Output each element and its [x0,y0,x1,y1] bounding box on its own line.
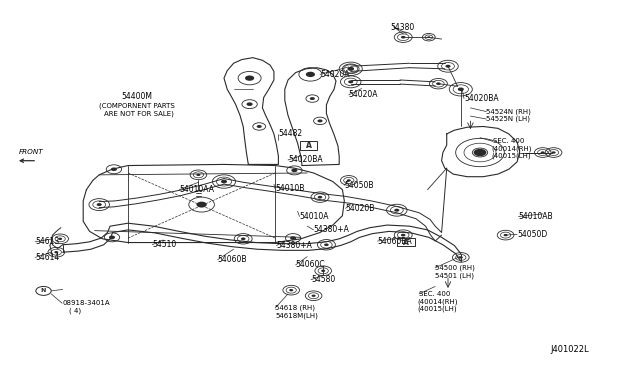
Text: 54020A: 54020A [320,70,349,79]
Text: J401022L: J401022L [550,345,589,354]
Text: 54613: 54613 [35,237,60,246]
Text: 54010AA: 54010AA [179,185,214,194]
Text: 54010AB: 54010AB [518,212,553,221]
Circle shape [54,251,58,253]
Text: 08918-3401A: 08918-3401A [62,300,109,306]
Circle shape [290,236,296,240]
Text: 54618 (RH): 54618 (RH) [275,305,315,311]
Circle shape [445,65,451,68]
Text: 54500 (RH): 54500 (RH) [435,264,475,271]
Text: 54380+A: 54380+A [314,225,349,234]
Text: (40014(RH): (40014(RH) [492,145,532,152]
Text: 54050B: 54050B [344,181,374,190]
Circle shape [541,151,545,154]
Circle shape [289,289,293,291]
Circle shape [221,180,227,183]
Text: ( 4): ( 4) [69,307,81,314]
Circle shape [109,235,115,239]
Text: 54020A: 54020A [349,90,378,99]
Circle shape [246,102,253,106]
Text: 54380+A: 54380+A [276,241,312,250]
Circle shape [291,169,298,172]
Circle shape [257,125,262,128]
Text: N: N [41,288,46,294]
Circle shape [196,174,200,176]
Text: 54050D: 54050D [517,230,547,239]
Text: 54510: 54510 [152,240,177,249]
Circle shape [317,119,323,122]
Text: 54060BA: 54060BA [378,237,412,246]
Circle shape [552,151,556,154]
Text: 54524N (RH): 54524N (RH) [486,108,531,115]
Circle shape [347,179,351,182]
Text: ARE NOT FOR SALE): ARE NOT FOR SALE) [104,110,173,117]
Text: 54010B: 54010B [275,185,305,193]
Text: 54614: 54614 [35,253,60,262]
Circle shape [97,203,102,206]
Circle shape [459,256,463,259]
Text: 54580: 54580 [311,275,335,284]
Text: 54060C: 54060C [296,260,325,269]
Text: 54525N (LH): 54525N (LH) [486,116,531,122]
Circle shape [111,167,117,171]
Circle shape [394,209,399,212]
Circle shape [306,72,315,77]
Circle shape [436,82,441,85]
Circle shape [401,36,406,39]
Text: (40015(LH): (40015(LH) [492,153,531,160]
Text: (40014(RH): (40014(RH) [417,298,458,305]
Circle shape [312,295,316,297]
Text: 54020BA: 54020BA [464,94,499,103]
Text: A: A [305,141,312,150]
Text: FRONT: FRONT [19,150,43,155]
Circle shape [321,270,325,272]
Circle shape [196,202,207,208]
Bar [397,238,415,246]
Circle shape [324,243,329,246]
Circle shape [474,149,486,156]
Circle shape [504,234,508,236]
Circle shape [245,76,254,81]
Circle shape [401,234,406,237]
Circle shape [241,237,246,240]
Text: 54400M: 54400M [122,92,152,101]
Text: 54618M(LH): 54618M(LH) [275,312,318,319]
Circle shape [310,97,315,100]
Text: SEC. 400: SEC. 400 [493,138,524,144]
Circle shape [317,196,323,199]
Circle shape [458,87,464,91]
Circle shape [348,67,353,70]
Text: (40015(LH): (40015(LH) [417,305,457,312]
Text: 54020BA: 54020BA [288,155,323,164]
Text: (COMPORNENT PARTS: (COMPORNENT PARTS [99,103,175,109]
Text: 54482: 54482 [278,129,303,138]
Text: SEC. 400: SEC. 400 [419,291,451,297]
Bar [300,141,317,150]
Text: 54501 (LH): 54501 (LH) [435,272,474,279]
Text: 54010A: 54010A [300,212,329,221]
Text: 54380: 54380 [390,23,415,32]
Text: A: A [403,238,409,247]
Circle shape [428,36,430,38]
Text: 54060B: 54060B [218,255,247,264]
Circle shape [348,67,354,71]
Text: 54020B: 54020B [346,204,375,213]
Circle shape [58,238,62,240]
Circle shape [348,80,353,83]
